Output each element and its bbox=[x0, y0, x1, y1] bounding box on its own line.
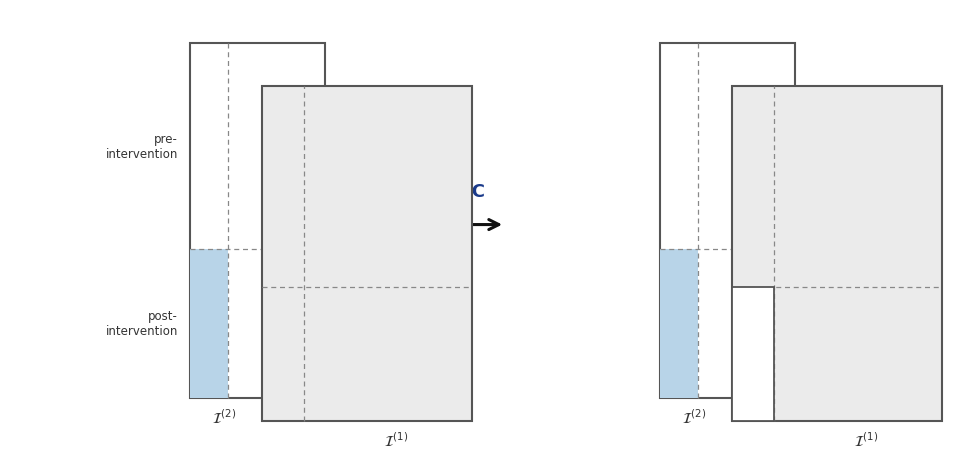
Text: $\mathcal{I}^{(1)}$: $\mathcal{I}^{(1)}$ bbox=[854, 431, 878, 449]
Bar bbox=[262, 86, 472, 421]
Bar bbox=[190, 44, 325, 398]
Bar bbox=[732, 86, 942, 421]
Text: $\mathcal{I}^{(2)}$: $\mathcal{I}^{(2)}$ bbox=[682, 407, 706, 426]
Bar bbox=[660, 249, 698, 398]
Bar bbox=[190, 249, 228, 398]
Text: $\mathcal{I}^{(2)}$: $\mathcal{I}^{(2)}$ bbox=[212, 407, 236, 426]
Bar bbox=[732, 287, 774, 421]
Text: $\mathcal{I}^{(1)}$: $\mathcal{I}^{(1)}$ bbox=[384, 431, 409, 449]
Text: pre-
intervention: pre- intervention bbox=[105, 133, 178, 160]
Text: RSC: RSC bbox=[445, 183, 485, 201]
Text: post-
intervention: post- intervention bbox=[105, 309, 178, 337]
Bar bbox=[660, 44, 795, 398]
